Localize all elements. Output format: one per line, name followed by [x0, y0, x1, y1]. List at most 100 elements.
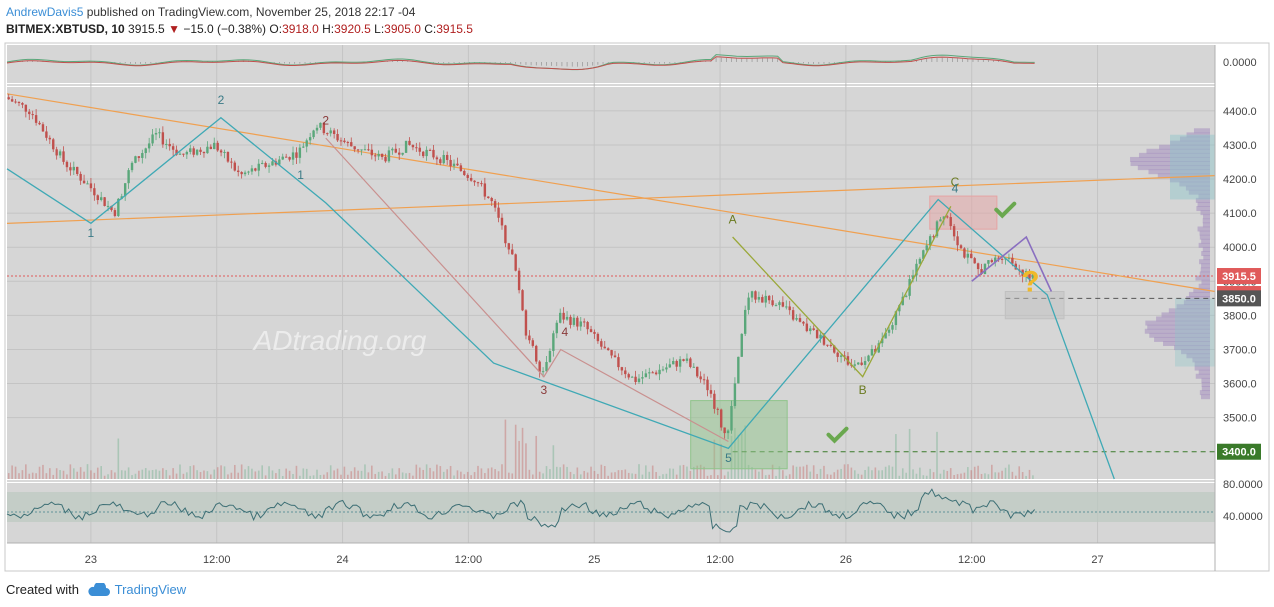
candle-body	[826, 344, 829, 346]
candle-body	[990, 260, 994, 263]
wave-label: 2	[218, 93, 225, 107]
candle-body	[415, 147, 418, 149]
volume-bar	[278, 468, 281, 479]
volume-bar	[648, 471, 651, 479]
candle-body	[970, 253, 973, 259]
candle-body	[189, 148, 192, 152]
volume-bar	[425, 464, 428, 479]
volume-bar	[456, 470, 459, 479]
volume-bar	[436, 464, 438, 479]
volume-profile-bar	[1186, 353, 1210, 359]
candle-body	[1007, 257, 1011, 259]
volume-bar	[518, 440, 520, 479]
volume-bar	[860, 474, 863, 479]
candle-body	[329, 130, 332, 134]
volume-bar	[1004, 467, 1007, 479]
volume-bar	[1032, 475, 1034, 479]
candle-body	[720, 409, 723, 428]
time-tick: 12:00	[706, 554, 734, 566]
candle-body	[723, 427, 726, 434]
candle-body	[819, 334, 822, 339]
candle-body	[165, 143, 168, 145]
candle-body	[620, 367, 624, 371]
candle-body	[559, 312, 562, 323]
volume-bar	[460, 471, 462, 479]
candle-body	[761, 297, 764, 303]
tradingview-link[interactable]: TradingView	[87, 582, 186, 597]
candle-body	[52, 139, 55, 150]
candle-body	[709, 390, 713, 394]
candle-body	[565, 316, 569, 320]
candle-body	[531, 340, 535, 346]
volume-profile-bar	[1201, 386, 1210, 392]
candle-body	[199, 149, 202, 152]
candle-body	[483, 183, 487, 197]
volume-bar	[651, 465, 654, 479]
volume-bar	[552, 445, 555, 479]
time-tick: 24	[336, 554, 348, 566]
candle-body	[209, 146, 213, 150]
candle-body	[901, 296, 904, 306]
time-tick: 12:00	[455, 554, 483, 566]
volume-bar	[405, 473, 407, 479]
candle-body	[113, 210, 117, 216]
volume-bar	[69, 464, 72, 479]
time-tick: 23	[85, 554, 97, 566]
candle-body	[747, 297, 750, 310]
candle-body	[500, 217, 504, 226]
candle-body	[456, 163, 459, 166]
volume-bar	[480, 468, 483, 479]
candle-body	[141, 153, 144, 158]
volume-bar	[994, 472, 997, 479]
low-label: L:	[374, 22, 385, 36]
volume-bar	[614, 472, 616, 479]
volume-bar	[854, 470, 856, 479]
volume-bar	[213, 469, 216, 479]
candle-body	[874, 348, 877, 353]
volume-bar	[35, 473, 37, 479]
volume-profile-bar	[1198, 193, 1210, 199]
candle-body	[637, 378, 641, 383]
candle-body	[648, 372, 651, 374]
candle-body	[798, 318, 802, 322]
volume-bar	[240, 464, 243, 479]
volume-bar	[186, 472, 188, 479]
volume-bar	[312, 475, 315, 479]
candle-body	[624, 370, 627, 375]
candle-body	[836, 352, 839, 357]
candle-body	[308, 137, 312, 141]
volume-bar	[151, 470, 154, 479]
volume-profile-bar	[1174, 345, 1210, 351]
candle-body	[254, 168, 257, 171]
volume-profile-bar	[1130, 161, 1210, 167]
candle-body	[1024, 270, 1028, 277]
candle-body	[411, 144, 415, 148]
candle-body	[952, 226, 956, 237]
volume-bar	[521, 427, 524, 479]
candle-body	[928, 236, 932, 246]
volume-bar	[333, 470, 335, 479]
candle-body	[257, 163, 260, 171]
candle-body	[144, 148, 147, 154]
price-label: 3915.5	[1222, 271, 1256, 283]
price-tick: 4400.0	[1223, 106, 1257, 118]
volume-bar	[237, 472, 240, 479]
volume-bar	[210, 474, 212, 479]
volume-bar	[816, 473, 818, 479]
author-link[interactable]: AndrewDavis5	[6, 5, 84, 19]
volume-bar	[432, 471, 435, 479]
volume-bar	[689, 470, 692, 479]
volume-bar	[487, 468, 490, 479]
tradingview-brand: TradingView	[114, 582, 187, 597]
volume-bar	[299, 475, 301, 479]
candle-body	[699, 376, 702, 380]
trendline	[6, 175, 1216, 224]
time-tick: 26	[840, 554, 852, 566]
candle-body	[757, 297, 761, 300]
volume-bar	[360, 470, 363, 479]
volume-bar	[175, 473, 178, 479]
volume-profile-bar	[1201, 381, 1210, 387]
volume-bar	[525, 443, 527, 479]
volume-bar	[497, 471, 500, 479]
